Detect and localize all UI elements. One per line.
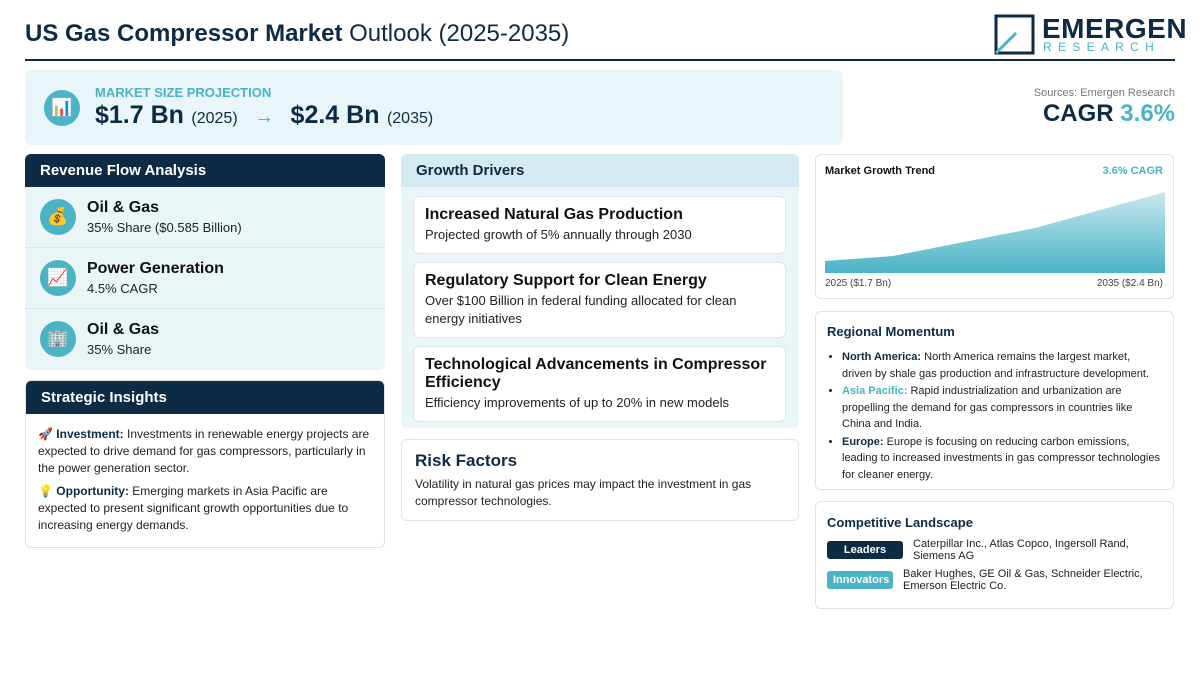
region-name: North America:	[842, 351, 922, 363]
panel-header: Strategic Insights	[26, 381, 384, 414]
page-title: US Gas Compressor Market Outlook (2025-2…	[25, 20, 569, 48]
revenue-name: Power Generation	[87, 260, 224, 277]
region-item: Asia Pacific: Rapid industrialization an…	[842, 383, 1162, 433]
logo-sub: RESEARCH	[1043, 40, 1161, 54]
insight-label: Investment:	[56, 427, 124, 441]
end-year: (2035)	[386, 110, 434, 127]
competitor-group: Leaders Caterpillar Inc., Atlas Copco, In…	[827, 538, 1162, 562]
arrow: →	[254, 106, 275, 128]
revenue-item: 💰 Oil & Gas 35% Share ($0.585 Billion)	[25, 187, 385, 248]
risk-text: Volatility in natural gas prices may imp…	[415, 477, 752, 508]
revenue-icon: 📈	[40, 260, 76, 296]
regional-panel: Regional Momentum North America: North A…	[815, 311, 1174, 490]
revenue-item: 📈 Power Generation 4.5% CAGR	[25, 248, 385, 309]
start-value: $1.7 Bn	[95, 101, 184, 129]
competitive-title: Competitive Landscape	[827, 515, 973, 530]
group-badge: Leaders	[827, 541, 903, 559]
insight-text: Investments in renewable energy projects…	[38, 427, 370, 475]
driver-text: Projected growth of 5% annually through …	[425, 227, 692, 242]
revenue-item: 🏢 Oil & Gas 35% Share	[25, 309, 385, 370]
revenue-detail: 4.5% CAGR	[87, 281, 158, 296]
trend-title: Market Growth Trend	[825, 165, 936, 177]
panel-header: Growth Drivers	[401, 154, 799, 187]
projection-values: $1.7 Bn (2025) → $2.4 Bn (2035)	[95, 101, 433, 130]
panel-header: Revenue Flow Analysis	[25, 154, 385, 187]
revenue-detail: 35% Share	[87, 342, 152, 357]
trend-end: 2035 ($2.4 Bn)	[1096, 278, 1163, 289]
group-text: Baker Hughes, GE Oil & Gas, Schneider El…	[903, 568, 1143, 592]
driver-card: Regulatory Support for Clean Energy Over …	[413, 262, 786, 338]
driver-card: Technological Advancements in Compressor…	[413, 346, 786, 422]
region-item: Europe: Europe is focusing on reducing c…	[842, 434, 1162, 484]
revenue-panel: Revenue Flow Analysis 💰 Oil & Gas 35% Shar…	[25, 154, 385, 370]
insight-icon: 🚀	[38, 427, 53, 441]
insight: 💡 Opportunity: Emerging markets in Asia …	[38, 483, 372, 534]
sources: Sources: Emergen Research	[1033, 87, 1175, 99]
revenue-icon: 💰	[40, 199, 76, 235]
region-item: North America: North America remains the…	[842, 349, 1162, 382]
insight-label: Opportunity:	[56, 484, 129, 498]
region-name: Europe:	[842, 435, 884, 448]
end-value: $2.4 Bn	[290, 101, 380, 129]
trend-cagr: 3.6% CAGR	[1102, 165, 1163, 177]
insights-panel: Strategic Insights 🚀 Investment: Investm…	[25, 380, 385, 548]
projection-label: MARKET SIZE PROJECTION	[95, 85, 272, 100]
region-name: Asia Pacific:	[842, 385, 908, 397]
driver-title: Regulatory Support for Clean Energy	[425, 272, 707, 289]
divider	[25, 59, 1175, 61]
driver-text: Over $100 Billion in federal funding all…	[425, 293, 737, 326]
group-badge: Innovators	[827, 571, 893, 589]
regional-list: North America: North America remains the…	[827, 349, 1162, 483]
region-text: North America remains the largest market…	[842, 351, 1149, 380]
driver-title: Increased Natural Gas Production	[425, 206, 683, 223]
competitive-panel: Competitive Landscape Leaders Caterpillar…	[815, 501, 1174, 609]
region-text: Rapid industrialization and urbanization…	[842, 385, 1133, 430]
title-rest: Outlook (2025-2035)	[349, 20, 570, 47]
trend-start: 2025 ($1.7 Bn)	[825, 278, 892, 289]
risk-panel: Risk Factors Volatility in natural gas p…	[401, 439, 799, 521]
insight-icon: 💡	[38, 484, 53, 498]
logo-mark	[994, 14, 1035, 55]
group-text: Caterpillar Inc., Atlas Copco, Ingersoll…	[913, 538, 1129, 562]
insight: 🚀 Investment: Investments in renewable e…	[38, 426, 372, 477]
title-bold: US Gas Compressor Market	[25, 20, 343, 47]
driver-title: Technological Advancements in Compressor…	[425, 356, 767, 391]
cagr-label: CAGR	[1042, 100, 1114, 127]
revenue-name: Oil & Gas	[87, 199, 160, 216]
drivers-panel: Growth Drivers Increased Natural Gas Pro…	[401, 154, 799, 428]
revenue-name: Oil & Gas	[87, 321, 160, 338]
logo-main: EMERGEN	[1042, 13, 1188, 44]
insight-text: Emerging markets in Asia Pacific are exp…	[38, 484, 349, 532]
risk-title: Risk Factors	[415, 451, 518, 470]
projection-icon: 📊	[44, 90, 80, 126]
start-year: (2025)	[191, 110, 238, 127]
trend-area	[825, 192, 1165, 273]
revenue-detail: 35% Share ($0.585 Billion)	[87, 220, 242, 235]
driver-text: Efficiency improvements of up to 20% in …	[425, 395, 729, 410]
cagr: CAGR 3.6%	[1043, 100, 1175, 128]
driver-card: Increased Natural Gas Production Projecte…	[413, 196, 786, 254]
cagr-value: 3.6%	[1120, 100, 1175, 127]
revenue-icon: 🏢	[40, 321, 76, 357]
competitor-group: Innovators Baker Hughes, GE Oil & Gas, Sc…	[827, 568, 1162, 592]
trend-panel: Market Growth Trend 3.6% CAGR 2025 ($1.7…	[815, 154, 1174, 299]
region-text: Europe is focusing on reducing carbon em…	[842, 435, 1160, 481]
projection-box: 📊 MARKET SIZE PROJECTION $1.7 Bn (2025) …	[25, 70, 843, 145]
regional-title: Regional Momentum	[827, 324, 955, 339]
